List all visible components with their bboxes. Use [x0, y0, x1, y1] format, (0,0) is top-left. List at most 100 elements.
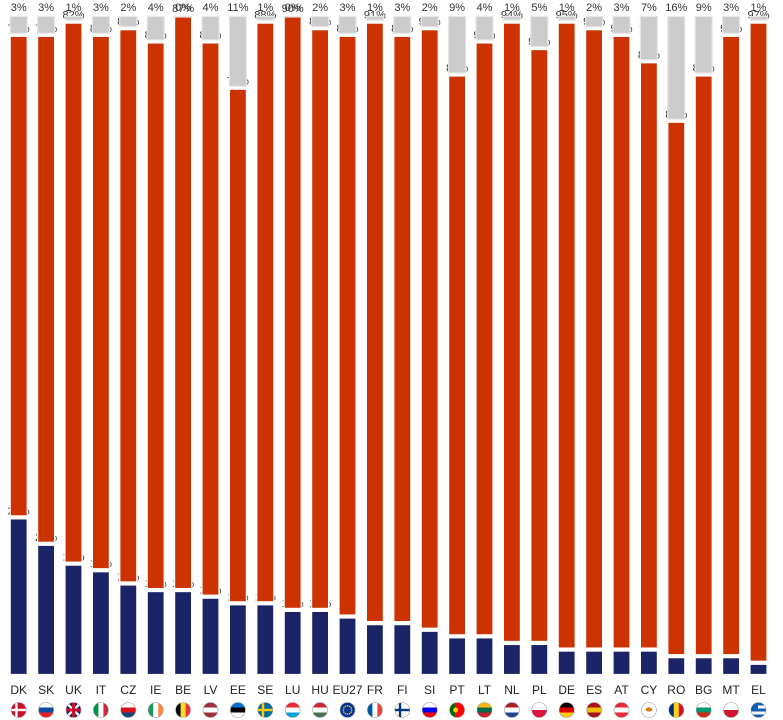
value-label-grey-ee: 11%: [227, 2, 248, 14]
austria-flag-icon: [613, 702, 630, 718]
red-segment-se: [256, 22, 275, 603]
blue-segment-fi: [393, 624, 412, 676]
category-label-el: EL: [751, 683, 766, 697]
belgium-flag-icon: [175, 702, 191, 718]
value-label-grey-mt: 3%: [723, 2, 739, 14]
value-label-grey-lt: 4%: [477, 2, 493, 14]
blue-segment-cz: [119, 584, 138, 676]
value-label-grey-el: 1%: [751, 2, 767, 14]
category-label-pt: PT: [449, 683, 465, 697]
portugal-flag-icon: [449, 702, 465, 718]
value-label-grey-de: 1%: [559, 2, 575, 14]
grey-segment-ro: [667, 15, 686, 120]
value-label-grey-se: 1%: [257, 2, 273, 14]
eu-flag-icon: [339, 702, 356, 718]
value-label-grey-it: 3%: [93, 2, 109, 14]
category-label-ie: IE: [150, 683, 161, 697]
denmark-flag-icon: [10, 702, 27, 718]
category-label-it: IT: [96, 683, 107, 697]
blue-segment-ee: [228, 604, 247, 676]
france-flag-icon: [367, 702, 383, 718]
blue-segment-at: [612, 650, 631, 676]
luxembourg-flag-icon: [284, 702, 301, 718]
value-label-grey-es: 2%: [586, 2, 602, 14]
category-label-fi: FI: [397, 683, 408, 697]
blue-segment-el: [749, 663, 768, 676]
red-segment-lv: [201, 42, 220, 596]
blue-segment-hu: [311, 610, 330, 676]
poland-flag-icon: [531, 702, 548, 718]
blue-segment-ro: [667, 657, 686, 676]
category-label-se: SE: [257, 683, 273, 697]
grey-segment-se: [256, 15, 275, 21]
blue-segment-fr: [365, 624, 384, 676]
red-segment-ee: [228, 88, 247, 603]
blue-segment-lt: [475, 637, 494, 676]
grey-segment-sk: [36, 15, 56, 34]
category-label-sk: SK: [38, 683, 54, 697]
red-segment-pl: [530, 48, 549, 643]
blue-segment-pl: [530, 643, 549, 676]
category-label-lt: LT: [478, 683, 492, 697]
value-label-grey-fr: 1%: [367, 2, 383, 14]
grey-segment-it: [91, 15, 111, 34]
value-label-grey-si: 2%: [422, 2, 438, 14]
category-label-uk: UK: [65, 683, 82, 697]
uk-flag-icon: [65, 702, 82, 718]
grey-segment-lt: [475, 15, 494, 41]
value-label-grey-fi: 3%: [394, 2, 410, 14]
slovakia-flag-icon: [38, 702, 54, 718]
grey-segment-eu27: [338, 15, 357, 34]
blue-segment-de: [557, 650, 576, 676]
finland-flag-icon: [394, 702, 411, 718]
blue-segment-be: [174, 590, 193, 676]
red-segment-bg: [694, 75, 713, 656]
grey-segment-lv: [201, 15, 220, 41]
category-label-si: SI: [424, 683, 435, 697]
category-label-ro: RO: [667, 683, 685, 697]
blue-segment-mt: [721, 657, 741, 676]
blue-segment-nl: [502, 643, 521, 676]
estonia-flag-icon: [230, 702, 246, 718]
value-label-grey-lu: 0%: [285, 2, 301, 14]
blue-segment-es: [584, 650, 604, 676]
category-label-lu: LU: [285, 683, 300, 697]
red-segment-uk: [64, 22, 83, 563]
blue-segment-si: [420, 630, 439, 676]
category-label-at: AT: [614, 683, 629, 697]
value-label-grey-dk: 3%: [11, 2, 27, 14]
value-label-grey-eu27: 3%: [340, 2, 356, 14]
category-label-hu: HU: [311, 683, 328, 697]
value-label-grey-pt: 9%: [449, 2, 465, 14]
category-label-be: BE: [175, 683, 191, 697]
grey-segment-de: [557, 15, 576, 21]
grey-segment-cz: [119, 15, 138, 28]
grey-segment-cy: [639, 15, 659, 61]
hungary-flag-icon: [312, 702, 328, 718]
red-segment-ie: [146, 42, 165, 590]
italy-flag-icon: [93, 702, 109, 718]
red-segment-lu: [283, 15, 302, 610]
blue-segment-cy: [639, 650, 659, 676]
value-label-grey-at: 3%: [614, 2, 630, 14]
value-label-grey-ie: 4%: [148, 2, 164, 14]
red-segment-es: [584, 29, 604, 649]
category-label-nl: NL: [504, 683, 520, 697]
value-label-grey-hu: 2%: [312, 2, 328, 14]
grey-segment-be: [174, 15, 193, 18]
lithuania-flag-icon: [476, 702, 493, 718]
grey-segment-at: [612, 15, 631, 34]
grey-segment-bg: [694, 15, 713, 74]
grey-segment-ie: [146, 15, 165, 41]
grey-segment-el: [749, 15, 768, 21]
red-segment-lt: [475, 42, 494, 636]
red-segment-hu: [311, 29, 330, 609]
red-segment-nl: [502, 22, 521, 643]
red-segment-de: [557, 22, 576, 649]
red-segment-fr: [365, 22, 384, 623]
category-label-de: DE: [558, 683, 575, 697]
greece-flag-icon: [750, 702, 767, 718]
sweden-flag-icon: [257, 702, 274, 718]
malta-flag-icon: [723, 702, 739, 718]
